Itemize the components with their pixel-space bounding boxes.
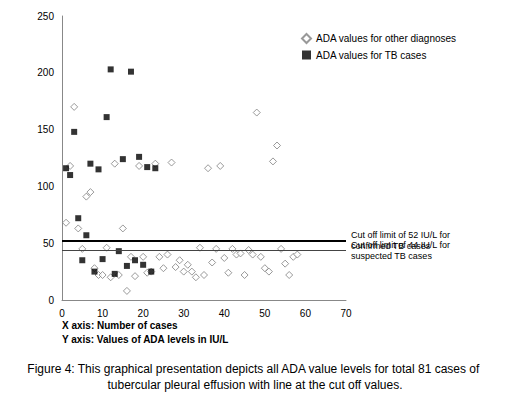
svg-text:200: 200 xyxy=(37,67,54,78)
svg-text:70: 70 xyxy=(340,308,352,319)
svg-text:ADA values for other diagnoses: ADA values for other diagnoses xyxy=(316,33,456,44)
svg-text:Figure 4: This graphical prese: Figure 4: This graphical presentation de… xyxy=(27,362,482,376)
svg-text:20: 20 xyxy=(138,308,150,319)
svg-text:50: 50 xyxy=(43,238,55,249)
svg-text:Cut off limit of 44 IU/L for: Cut off limit of 44 IU/L for xyxy=(351,240,453,250)
svg-text:60: 60 xyxy=(300,308,312,319)
svg-text:tubercular pleural effusion wi: tubercular pleural effusion with line at… xyxy=(107,378,402,392)
svg-text:40: 40 xyxy=(219,308,231,319)
svg-text:Y axis: Values of ADA levels i: Y axis: Values of ADA levels in IU/L xyxy=(62,334,228,345)
svg-text:X axis: Number of cases: X axis: Number of cases xyxy=(62,320,178,331)
svg-text:10: 10 xyxy=(97,308,109,319)
svg-text:0: 0 xyxy=(59,308,65,319)
svg-text:250: 250 xyxy=(37,11,54,22)
svg-text:30: 30 xyxy=(178,308,190,319)
svg-text:50: 50 xyxy=(259,308,271,319)
svg-text:0: 0 xyxy=(48,295,54,306)
svg-text:ADA values for TB cases: ADA values for TB cases xyxy=(316,50,426,61)
svg-text:Cut off limit of 52 IU/L for: Cut off limit of 52 IU/L for xyxy=(351,230,453,241)
svg-text:100: 100 xyxy=(37,181,54,192)
svg-text:150: 150 xyxy=(37,124,54,135)
svg-text:suspected TB cases: suspected TB cases xyxy=(351,251,432,261)
